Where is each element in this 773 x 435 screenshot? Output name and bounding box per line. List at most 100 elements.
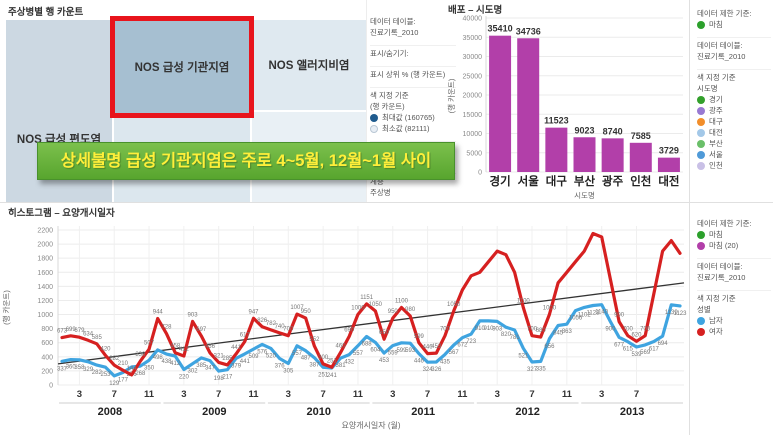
svg-text:1050: 1050 xyxy=(369,302,383,308)
legend-item[interactable]: 서울 xyxy=(697,150,771,160)
svg-text:3: 3 xyxy=(286,389,291,400)
svg-text:679: 679 xyxy=(74,328,85,334)
svg-text:210: 210 xyxy=(118,361,129,367)
svg-text:910: 910 xyxy=(483,326,494,332)
svg-text:3729: 3729 xyxy=(659,146,679,156)
svg-text:40000: 40000 xyxy=(463,16,483,23)
svg-text:35410: 35410 xyxy=(488,24,513,34)
svg-text:781: 781 xyxy=(510,335,521,341)
svg-text:740: 740 xyxy=(275,324,286,330)
svg-text:129: 129 xyxy=(109,381,120,387)
svg-text:1100: 1100 xyxy=(395,299,409,305)
svg-text:900: 900 xyxy=(605,327,616,333)
legend-label: 여자 xyxy=(709,327,723,336)
radio-filled-icon[interactable] xyxy=(370,114,378,122)
legend-text: 데이터 테이블: xyxy=(370,17,456,27)
legend-label: 시도명 xyxy=(697,84,718,93)
legend-item[interactable]: 여자 xyxy=(697,327,771,337)
svg-text:599: 599 xyxy=(414,334,425,340)
svg-text:599: 599 xyxy=(396,348,407,354)
svg-text:520: 520 xyxy=(266,353,277,359)
legend-label: 마침 (20) xyxy=(709,241,739,250)
svg-text:634: 634 xyxy=(83,331,94,337)
legend-color-dot-icon xyxy=(697,96,705,104)
svg-text:0: 0 xyxy=(478,170,482,177)
svg-text:1200: 1200 xyxy=(37,298,53,305)
svg-text:251: 251 xyxy=(327,358,338,364)
svg-text:552: 552 xyxy=(309,337,320,343)
svg-text:557: 557 xyxy=(292,351,303,357)
legend-item[interactable]: 경기 xyxy=(697,95,771,105)
svg-text:15000: 15000 xyxy=(463,112,483,119)
bar-chart[interactable]: 0 5000 10000 15000 20000 25000 30000 35000 40000… xyxy=(446,12,688,204)
svg-text:요양개시일자 (월): 요양개시일자 (월) xyxy=(341,420,400,430)
legend-item[interactable]: 마침 xyxy=(697,230,771,240)
svg-text:327: 327 xyxy=(527,367,538,373)
svg-text:3: 3 xyxy=(181,389,186,400)
svg-text:432: 432 xyxy=(344,360,355,366)
legend-text: 시도명 xyxy=(697,84,771,94)
svg-text:1000: 1000 xyxy=(37,312,53,319)
legend-label: 데이터 제한 기준: xyxy=(697,9,752,18)
svg-text:700: 700 xyxy=(640,327,651,333)
legend-label: 표시/숨기기: xyxy=(370,49,409,58)
line-chart[interactable]: 0 200 400 600 800 1000 1200 1400 1600 1800 2000 220… xyxy=(0,213,690,435)
svg-text:3: 3 xyxy=(390,389,395,400)
legend-item[interactable]: 마침 xyxy=(697,20,771,30)
svg-text:521: 521 xyxy=(518,353,529,359)
legend-text: 데이터 제한 기준: xyxy=(697,9,771,19)
svg-text:947: 947 xyxy=(248,309,259,315)
svg-text:2013: 2013 xyxy=(620,406,644,418)
svg-text:700: 700 xyxy=(283,327,294,333)
svg-text:220: 220 xyxy=(179,375,190,381)
svg-text:서울: 서울 xyxy=(518,174,540,188)
svg-text:900: 900 xyxy=(614,313,625,319)
svg-text:412: 412 xyxy=(170,361,181,367)
svg-text:673: 673 xyxy=(57,329,68,335)
legend-item[interactable]: 대전 xyxy=(697,128,771,138)
svg-text:863: 863 xyxy=(562,329,573,335)
treemap-node-bronchitis[interactable]: NOS 급성 기관지염 xyxy=(114,20,250,114)
vertical-divider-right xyxy=(689,0,690,435)
svg-text:446: 446 xyxy=(414,359,425,365)
svg-text:25000: 25000 xyxy=(463,73,483,80)
legend-text: 표시/숨기기: xyxy=(370,45,456,59)
svg-text:1000: 1000 xyxy=(543,306,557,312)
svg-text:(행 카운트): (행 카운트) xyxy=(1,290,11,325)
treemap-node-rhinitis[interactable]: NOS 앨러지비염 xyxy=(252,20,366,110)
legend-color-dot-icon xyxy=(697,129,705,137)
svg-text:604: 604 xyxy=(370,347,381,353)
legend-item[interactable]: 최소값 (82111) xyxy=(370,124,456,134)
legend-item[interactable]: 광주 xyxy=(697,106,771,116)
legend-label: 주상병 xyxy=(370,188,391,197)
svg-text:700: 700 xyxy=(440,327,451,333)
svg-text:507: 507 xyxy=(144,340,155,346)
legend-text: 데이터 테이블: xyxy=(697,37,771,51)
svg-text:950: 950 xyxy=(301,309,312,315)
svg-text:650: 650 xyxy=(379,330,390,336)
svg-text:381: 381 xyxy=(336,363,347,369)
legend-text: 데이터 테이블: xyxy=(697,258,771,272)
legend-item[interactable]: 최대값 (160765) xyxy=(370,113,456,123)
svg-text:10000: 10000 xyxy=(463,131,483,138)
legend-text: 색 지정 기준 xyxy=(370,87,456,101)
legend-text: 데이터 제한 기준: xyxy=(697,219,771,229)
legend-label: (행 카운트) xyxy=(370,102,405,111)
legend-item[interactable]: 인천 xyxy=(697,161,771,171)
svg-text:338: 338 xyxy=(135,352,146,358)
svg-text:385: 385 xyxy=(196,363,207,369)
legend-item[interactable]: 부산 xyxy=(697,139,771,149)
legend-color-dot-icon xyxy=(697,151,705,159)
radio-empty-icon[interactable] xyxy=(370,125,378,133)
svg-text:903: 903 xyxy=(188,312,199,318)
svg-text:400: 400 xyxy=(41,354,53,361)
svg-text:1800: 1800 xyxy=(37,256,53,263)
svg-text:1050: 1050 xyxy=(447,302,461,308)
legend-item[interactable]: 대구 xyxy=(697,117,771,127)
legend-item[interactable]: 마침 (20) xyxy=(697,241,771,251)
treemap-node-label: NOS 앨러지비염 xyxy=(268,60,350,72)
legend-item[interactable]: 남자 xyxy=(697,316,771,326)
svg-text:435: 435 xyxy=(440,359,451,365)
svg-text:441: 441 xyxy=(231,345,242,351)
